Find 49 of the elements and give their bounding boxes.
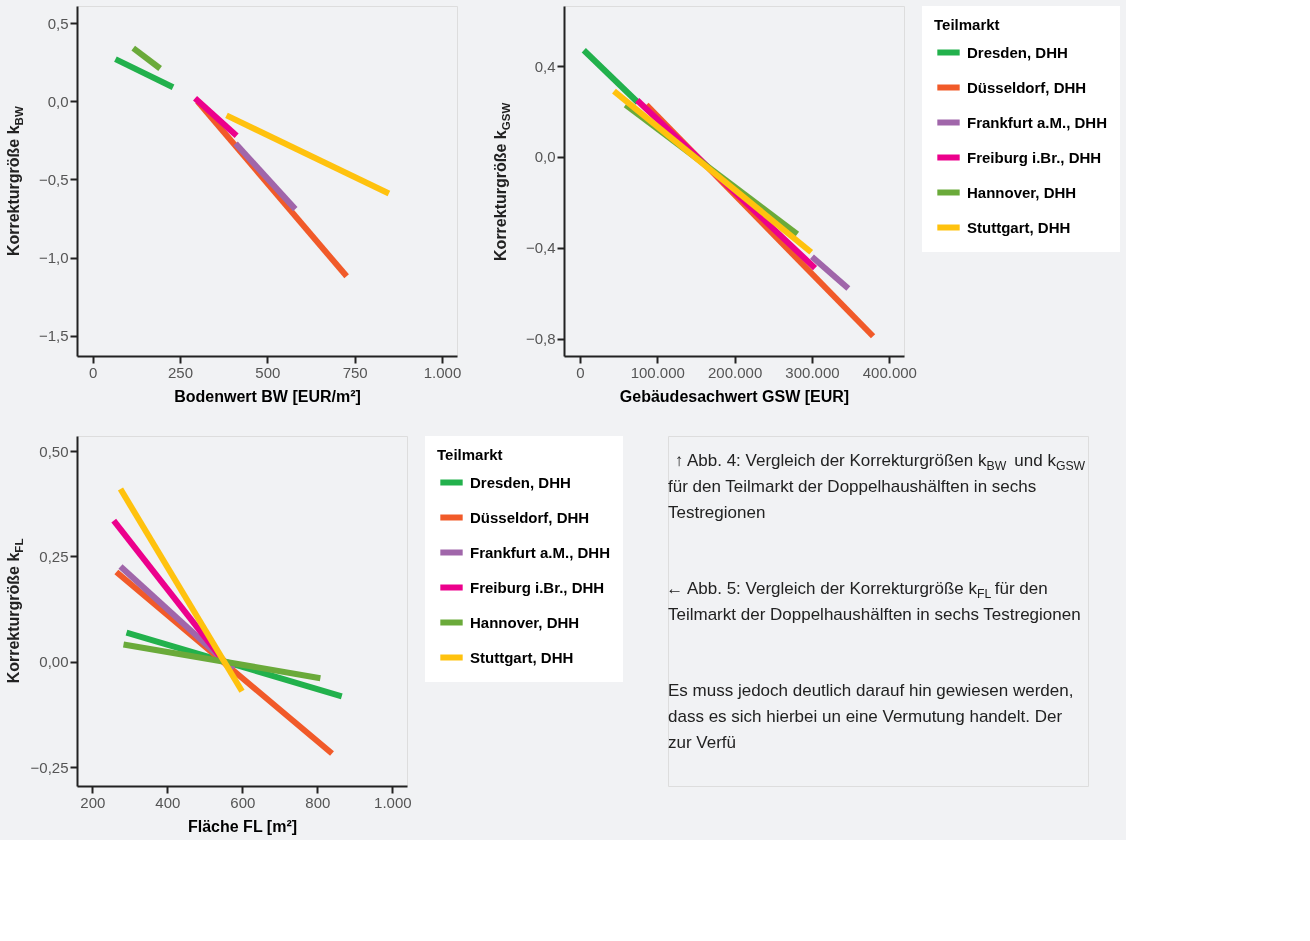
- y-tick-label: 0,0: [534, 148, 556, 166]
- x-tick-label: 0: [89, 363, 98, 381]
- legend-label: Hannover, DHH: [967, 183, 1077, 201]
- x-tick-label: 200: [80, 793, 106, 811]
- legend-label: Dresden, DHH: [967, 43, 1068, 61]
- legend-title: Teilmarkt: [934, 16, 1000, 33]
- y-tick-label: 0,25: [39, 547, 69, 565]
- y-axis-title: Korrekturgröße kGSW: [492, 102, 512, 261]
- x-axis-title: Gebäudesachwert GSW [EUR]: [619, 387, 850, 405]
- y-tick-label: −0,5: [38, 170, 69, 188]
- x-tick-label: 800: [305, 793, 331, 811]
- legend-label: Frankfurt a.M., DHH: [967, 113, 1108, 131]
- legend-label: Freiburg i.Br., DHH: [470, 578, 605, 596]
- x-tick-label: 250: [168, 363, 194, 381]
- x-axis-title: Fläche FL [m²]: [187, 817, 298, 835]
- y-axis-title: Korrekturgröße kBW: [5, 106, 25, 257]
- x-tick-label: 1.000: [423, 363, 462, 381]
- y-tick-label: 0,0: [47, 92, 69, 110]
- y-axis-title: Korrekturgröße kFL: [5, 538, 25, 684]
- x-tick-label: 200.000: [708, 363, 763, 381]
- x-tick-label: 600: [230, 793, 256, 811]
- y-tick-label: 0,00: [39, 653, 69, 671]
- y-tick-label: −0,8: [525, 330, 556, 348]
- x-tick-label: 400.000: [862, 363, 917, 381]
- legend-label: Stuttgart, DHH: [967, 218, 1071, 236]
- x-tick-label: 400: [155, 793, 181, 811]
- y-tick-label: −1,0: [38, 249, 69, 267]
- legend-label: Hannover, DHH: [470, 613, 580, 631]
- x-tick-label: 0: [576, 363, 585, 381]
- legend-title: Teilmarkt: [437, 446, 503, 463]
- x-tick-label: 100.000: [630, 363, 685, 381]
- x-tick-label: 300.000: [785, 363, 840, 381]
- legend-label: Freiburg i.Br., DHH: [967, 148, 1102, 166]
- legend-label: Düsseldorf, DHH: [967, 78, 1087, 96]
- y-tick-label: −0,4: [525, 239, 556, 257]
- x-tick-label: 750: [342, 363, 368, 381]
- y-tick-label: 0,5: [47, 14, 69, 32]
- legend-label: Frankfurt a.M., DHH: [470, 543, 611, 561]
- legend-label: Düsseldorf, DHH: [470, 508, 590, 526]
- y-tick-label: 0,50: [39, 442, 69, 460]
- legend-label: Stuttgart, DHH: [470, 648, 574, 666]
- y-tick-label: −0,25: [30, 758, 69, 776]
- y-tick-label: −1,5: [38, 327, 69, 345]
- x-tick-label: 500: [255, 363, 281, 381]
- legend-label: Dresden, DHH: [470, 473, 571, 491]
- y-tick-label: 0,4: [534, 57, 556, 75]
- x-tick-label: 1.000: [374, 793, 412, 811]
- text: Es muss jedoch deutlich darauf hin gewiesen werden, dass es sich hierbei un eine Vermutung handelt. Der zur Verfü: [668, 681, 1074, 752]
- x-axis-title: Bodenwert BW [EUR/m²]: [174, 387, 361, 405]
